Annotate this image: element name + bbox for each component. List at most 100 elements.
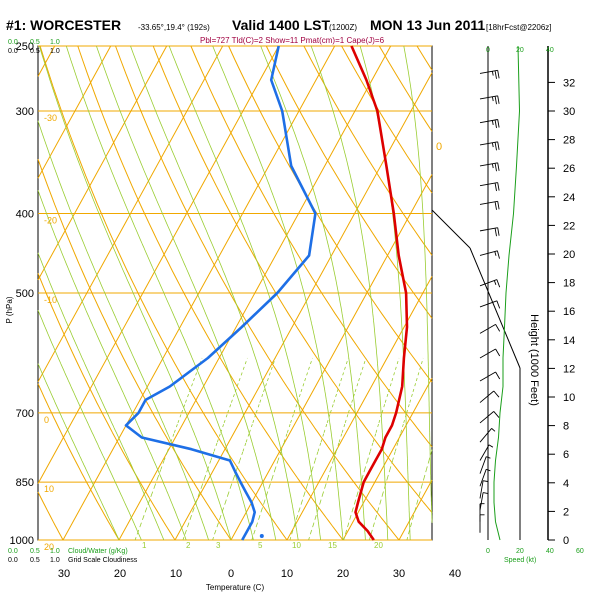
wind-scale-bottom-label: 40 <box>546 548 554 555</box>
height-tick-label: 2 <box>563 506 569 518</box>
moist-adiabat <box>37 120 209 541</box>
height-tick-label: 22 <box>563 220 575 232</box>
height-tick-label: 14 <box>563 335 575 347</box>
panel-diagonal-lower <box>469 247 521 369</box>
dry-adiabat <box>37 491 64 541</box>
height-axis-label: Height (1000 Feet) <box>528 314 540 406</box>
moist-adiabat <box>37 309 142 541</box>
wind-barb <box>479 200 500 210</box>
height-tick-label: 0 <box>563 535 569 547</box>
height-tick-label: 16 <box>563 306 575 318</box>
wind-barb <box>479 456 491 474</box>
wind-barb <box>479 411 500 424</box>
dry-adiabat <box>303 45 433 256</box>
x-tick-label: 0 <box>228 568 234 580</box>
cloud-scale-bottom-label: 0.0 <box>8 548 18 555</box>
mixing-ratio-label: 1 <box>142 541 147 550</box>
wind-barbs <box>479 69 501 533</box>
pressure-tick-label: 300 <box>16 106 34 118</box>
wind-scale-bottom-label: 60 <box>576 548 584 555</box>
valid-zulu: (1200Z) <box>329 23 357 32</box>
cloud-scale-bottom-label: 1.0 <box>50 548 60 555</box>
dry-adiabat <box>39 45 288 541</box>
moist-adiabat <box>310 45 389 541</box>
moist-adiabat <box>168 45 321 541</box>
isotherm-line <box>342 377 433 541</box>
cloud-scale-bottom-label: Cloud/Water (g/Kg) <box>68 548 128 555</box>
dry-adiabat <box>37 159 232 541</box>
moist-adiabat <box>130 45 299 541</box>
wind-barb <box>479 119 500 129</box>
isotherm-line <box>174 72 433 541</box>
x-tick-label: 10 <box>281 568 293 580</box>
wind-barb <box>479 468 491 487</box>
dry-adiabat <box>115 45 400 541</box>
x-ticks: 30 20 10 0 10 20 30 40 <box>58 568 461 580</box>
mixing-ratio-label: 2 <box>186 541 191 550</box>
height-tick-label: 18 <box>563 278 575 290</box>
wind-speed-label: Speed (kt) <box>504 557 536 564</box>
cloud-scale-top-label: 0.0 <box>8 39 18 46</box>
height-tick-label: 4 <box>563 478 569 490</box>
moist-adiabat <box>37 363 120 541</box>
mixing-ratio-label: 10 <box>292 541 301 550</box>
isotherm-line <box>230 174 433 541</box>
cloud-scale-top-label: 1.0 <box>50 39 60 46</box>
valid-time: Valid 1400 LST <box>232 17 330 33</box>
mixing-ratio-label: 5 <box>258 541 263 550</box>
wind-barb <box>479 324 501 334</box>
dry-adiabat <box>341 45 433 194</box>
height-tick-label: 6 <box>563 449 569 461</box>
data-layer <box>124 45 409 541</box>
mixing-ratio-label: 15 <box>328 541 337 550</box>
pressure-tick-label: 400 <box>16 208 34 220</box>
moist-adiabat <box>37 190 187 541</box>
pressure-tick-label: 250 <box>16 41 34 53</box>
pressure-tick-label: 500 <box>16 288 34 300</box>
station-title: #1: WORCESTER <box>6 17 121 33</box>
dry-adiabat <box>378 45 433 132</box>
wind-barb <box>479 371 501 382</box>
pressure-ticks: 250 300 400 500 700 850 1000 <box>10 41 34 547</box>
temperature-profile <box>350 45 409 541</box>
forecast-label: [18hrFcst@2206z] <box>486 23 551 32</box>
pressure-tick-label: 1000 <box>10 535 34 547</box>
cloud-scale-grid-label: Grid Scale Cloudiness <box>68 557 138 564</box>
wind-barb <box>479 279 501 288</box>
height-tick-label: 24 <box>563 192 575 204</box>
cloud-scale-grid-label: 0.0 <box>8 557 18 564</box>
cloud-scale-grid-label: 0.5 <box>30 557 40 564</box>
isotherm-label: -30 <box>44 113 57 123</box>
wind-barb <box>479 390 500 403</box>
wind-scale-top-label: 40 <box>546 47 554 54</box>
wind-barb <box>479 95 500 105</box>
x-tick-label: 20 <box>114 568 126 580</box>
pressure-tick-label: 850 <box>16 477 34 489</box>
x-tick-label: 30 <box>58 568 70 580</box>
x-tick-label: 10 <box>170 568 182 580</box>
cloud-scale-bottom-label: 0.5 <box>30 548 40 555</box>
height-tick-label: 32 <box>563 77 575 89</box>
isotherm-label: 0 <box>436 141 442 153</box>
x-axis-label: Temperature (C) <box>206 583 265 592</box>
height-tick-label: 28 <box>563 135 575 147</box>
wind-scale-bottom-label: 20 <box>516 548 524 555</box>
wind-barb <box>479 300 501 309</box>
cloud-scale-grid-label: 1.0 <box>50 557 60 564</box>
moist-adiabat <box>37 252 165 541</box>
mixing-ratio-label: 20 <box>374 541 383 550</box>
wind-scale-top-label: 0 <box>486 47 490 54</box>
grid-layer: -30 -20 -10 0 10 20 0 1 2 3 5 10 15 20 <box>37 45 442 552</box>
cloud-wind-scales: 0.0 0.5 1.0 0.0 0.5 1.0 0.0 0.5 1.0 Cloud/Water (… <box>8 39 584 564</box>
wind-barb <box>479 348 501 359</box>
isotherm-label: 20 <box>44 542 54 552</box>
dry-adiabat <box>265 45 433 319</box>
wind-speed-profile <box>493 45 521 541</box>
x-tick-label: 40 <box>449 568 461 580</box>
isotherm-line <box>118 45 392 541</box>
height-tick-label: 12 <box>563 363 575 375</box>
surface-dewpoint-dot <box>259 534 264 538</box>
